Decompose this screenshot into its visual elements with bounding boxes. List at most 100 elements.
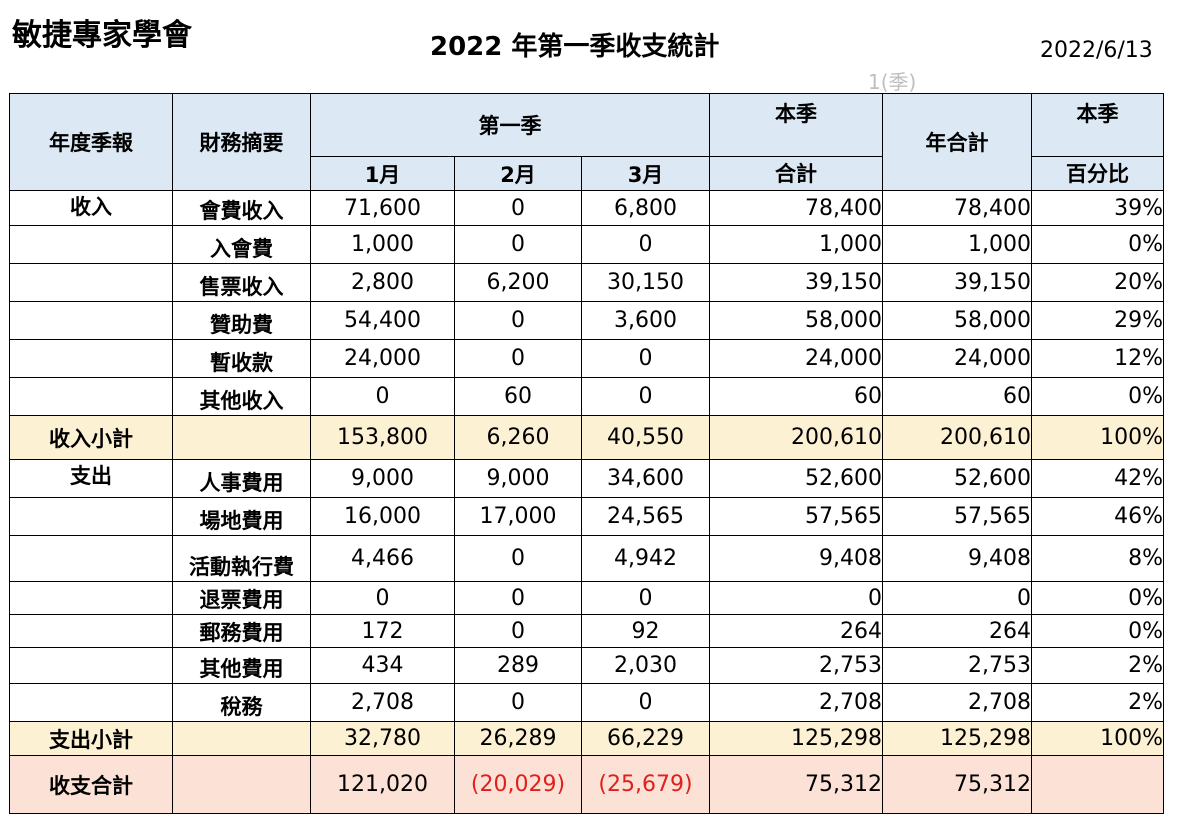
cell-m2: 0 — [454, 301, 582, 340]
cell-m3: 0 — [580, 225, 711, 264]
cell-pct: 0% — [1031, 377, 1165, 416]
cell-m2: 0 — [454, 581, 582, 615]
income-subtotal-label: 收入小計 — [9, 415, 173, 460]
cell-m1: 4,466 — [310, 535, 455, 582]
cell-qtotal: 0 — [709, 581, 884, 615]
cell-ytotal: 24,000 — [882, 339, 1033, 378]
faint-note: 1(季) — [868, 70, 917, 94]
line-item-label: 暫收款 — [172, 339, 311, 378]
cell-qtotal: 2,753 — [709, 647, 884, 684]
cell-m1: 71,600 — [310, 190, 455, 226]
cell-m2: 0 — [454, 614, 582, 648]
col-header-m3: 3月 — [580, 156, 711, 191]
cell-ytotal: 57,565 — [882, 497, 1033, 536]
cell-pct: 39% — [1031, 190, 1165, 226]
cell-m3: 0 — [580, 683, 711, 722]
expense-subtotal-m3: 66,229 — [580, 721, 711, 756]
section-label: 收入 — [9, 190, 173, 226]
cell-qtotal: 57,565 — [709, 497, 884, 536]
cell-ytotal: 2,708 — [882, 683, 1033, 722]
table-row: 場地費用 16,000 17,000 24,565 57,565 57,565 46% — [9, 497, 1165, 536]
cell-pct: 0% — [1031, 581, 1165, 615]
col-header-quarter-total-bottom: 合計 — [709, 156, 884, 191]
cell-pct: 20% — [1031, 263, 1165, 302]
col-header-year-quarter: 年度季報 — [9, 93, 173, 191]
income-subtotal-qtotal: 200,610 — [709, 415, 884, 460]
col-header-year-total: 年合計 — [882, 93, 1033, 191]
expense-subtotal-m2: 26,289 — [454, 721, 582, 756]
income-subtotal-m3: 40,550 — [580, 415, 711, 460]
income-subtotal-pct: 100% — [1031, 415, 1165, 460]
cell-m2: 17,000 — [454, 497, 582, 536]
income-subtotal-row: 收入小計 153,800 6,260 40,550 200,610 200,61… — [9, 415, 1165, 460]
col-header-q1: 第一季 — [309, 93, 711, 157]
table-row: 收入 會費收入 71,600 0 6,800 78,400 78,400 39% — [9, 190, 1165, 226]
cell-pct: 0% — [1031, 614, 1165, 648]
cell-qtotal: 78,400 — [709, 190, 884, 226]
cell-pct: 42% — [1031, 459, 1165, 498]
cell-m2: 9,000 — [454, 459, 582, 498]
section-label — [9, 614, 173, 648]
expense-subtotal-item — [172, 721, 311, 756]
table-row: 退票費用 0 0 0 0 0 0% — [9, 581, 1165, 615]
cell-pct: 46% — [1031, 497, 1165, 536]
cell-m1: 24,000 — [310, 339, 455, 378]
expense-subtotal-m1: 32,780 — [310, 721, 455, 756]
cell-m1: 0 — [310, 581, 455, 615]
income-rows: 收入 會費收入 71,600 0 6,800 78,400 78,400 39% 入會費 1,00… — [9, 190, 1165, 416]
cell-pct: 29% — [1031, 301, 1165, 340]
cell-m3: 24,565 — [580, 497, 711, 536]
table-row: 贊助費 54,400 0 3,600 58,000 58,000 29% — [9, 301, 1165, 340]
header-row-1: 年度季報 財務摘要 第一季 本季 年合計 本季 — [9, 93, 1165, 191]
cell-ytotal: 2,753 — [882, 647, 1033, 684]
expense-subtotal-row: 支出小計 32,780 26,289 66,229 125,298 125,29… — [9, 721, 1165, 756]
table-row: 暫收款 24,000 0 0 24,000 24,000 12% — [9, 339, 1165, 378]
line-item-label: 會費收入 — [172, 190, 311, 226]
table-row: 稅務 2,708 0 0 2,708 2,708 2% — [9, 683, 1165, 722]
cell-m1: 9,000 — [310, 459, 455, 498]
cell-pct: 12% — [1031, 339, 1165, 378]
line-item-label: 入會費 — [172, 225, 311, 264]
section-label — [9, 377, 173, 416]
section-label — [9, 535, 173, 582]
cell-m3: 30,150 — [580, 263, 711, 302]
income-subtotal-m2: 6,260 — [454, 415, 582, 460]
cell-ytotal: 1,000 — [882, 225, 1033, 264]
section-label — [9, 647, 173, 684]
cell-m3: 2,030 — [580, 647, 711, 684]
cell-m1: 54,400 — [310, 301, 455, 340]
table-row: 活動執行費 4,466 0 4,942 9,408 9,408 8% — [9, 535, 1165, 582]
income-subtotal-ytotal: 200,610 — [882, 415, 1033, 460]
net-total-m3: (25,679) — [580, 755, 711, 814]
cell-m1: 0 — [310, 377, 455, 416]
table-row: 入會費 1,000 0 0 1,000 1,000 0% — [9, 225, 1165, 264]
table-row: 郵務費用 172 0 92 264 264 0% — [9, 614, 1165, 648]
line-item-label: 其他收入 — [172, 377, 311, 416]
expense-rows: 支出 人事費用 9,000 9,000 34,600 52,600 52,600 42% 場地費… — [9, 459, 1165, 722]
cell-pct: 2% — [1031, 647, 1165, 684]
table-row: 售票收入 2,800 6,200 30,150 39,150 39,150 20% — [9, 263, 1165, 302]
section-label — [9, 581, 173, 615]
cell-m1: 172 — [310, 614, 455, 648]
cell-m3: 4,942 — [580, 535, 711, 582]
cell-ytotal: 0 — [882, 581, 1033, 615]
expense-subtotal-label: 支出小計 — [9, 721, 173, 756]
table-row: 其他費用 434 289 2,030 2,753 2,753 2% — [9, 647, 1165, 684]
income-subtotal-item — [172, 415, 311, 460]
section-label — [9, 301, 173, 340]
cell-ytotal: 9,408 — [882, 535, 1033, 582]
report-date: 2022/6/13 — [1040, 38, 1153, 63]
cell-m3: 0 — [580, 581, 711, 615]
net-total-item — [172, 755, 311, 814]
income-subtotal-m1: 153,800 — [310, 415, 455, 460]
header-row-2: 1月 2月 3月 合計 百分比 — [10, 156, 1165, 191]
table-row: 其他收入 0 60 0 60 60 0% — [9, 377, 1165, 416]
cell-qtotal: 52,600 — [709, 459, 884, 498]
finance-table: 年度季報 財務摘要 第一季 本季 年合計 本季 1月 2月 3月 合計 百分比 … — [9, 93, 1165, 814]
cell-qtotal: 39,150 — [709, 263, 884, 302]
cell-m1: 1,000 — [310, 225, 455, 264]
cell-m2: 289 — [454, 647, 582, 684]
cell-ytotal: 264 — [882, 614, 1033, 648]
cell-m1: 2,800 — [310, 263, 455, 302]
section-label: 支出 — [9, 459, 173, 498]
